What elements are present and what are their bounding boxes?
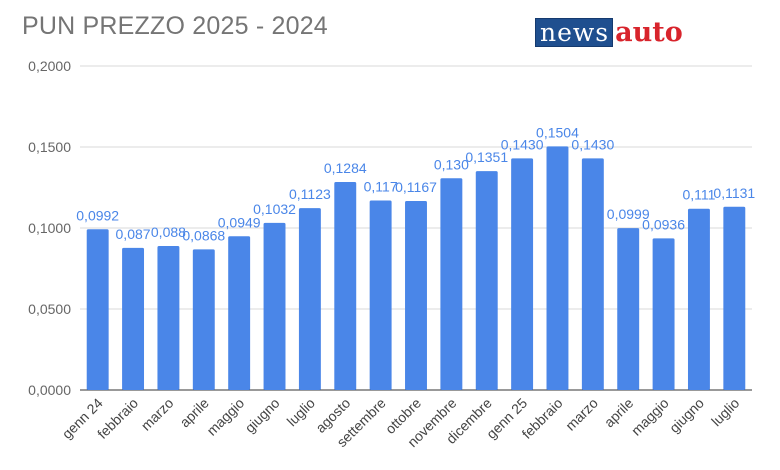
data-label: 0,1430 — [501, 136, 544, 152]
bar — [86, 229, 109, 390]
data-label: 0,111 — [682, 187, 715, 203]
data-label: 0,1351 — [465, 149, 508, 165]
y-tick-label: 0,2000 — [28, 58, 71, 74]
data-label: 0,088 — [151, 224, 186, 240]
y-tick-label: 0,1500 — [28, 139, 71, 155]
data-label: 0,1504 — [536, 124, 579, 140]
bar — [192, 249, 215, 390]
data-label: 0,1032 — [253, 201, 296, 217]
bars — [86, 146, 746, 390]
y-tick-label: 0,0000 — [28, 382, 71, 398]
bar — [581, 158, 604, 390]
data-label: 0,0936 — [642, 216, 685, 232]
data-label: 0,1430 — [571, 136, 614, 152]
x-tick-label: marzo — [562, 395, 601, 434]
bar — [687, 208, 710, 390]
x-tick-label: marzo — [138, 395, 177, 434]
x-tick-label: maggio — [203, 395, 247, 439]
x-tick-label: giugno — [666, 395, 707, 436]
data-label: 0,0992 — [76, 207, 119, 223]
bar — [157, 245, 180, 390]
bar — [298, 208, 321, 390]
y-tick-label: 0,0500 — [28, 301, 71, 317]
x-tick-label: giugno — [242, 395, 283, 436]
bar — [369, 200, 392, 390]
chart-title: PUN PREZZO 2025 - 2024 — [22, 12, 328, 40]
bar — [122, 247, 145, 390]
data-label: 0,1284 — [324, 160, 367, 176]
bar — [652, 238, 675, 390]
y-axis-ticks: 0,0000 0,0500 0,1000 0,1500 0,2000 — [28, 58, 71, 398]
bar — [334, 181, 357, 390]
bar — [511, 158, 534, 390]
x-tick-label: luglio — [708, 395, 743, 430]
data-label: 0,0999 — [607, 206, 650, 222]
logo-auto-text: auto — [615, 16, 683, 48]
bar — [405, 200, 427, 390]
bar — [617, 228, 640, 390]
bar — [723, 206, 746, 390]
bar — [440, 178, 463, 390]
data-label: 0,1131 — [713, 185, 755, 201]
data-label: 0,087 — [116, 226, 151, 242]
data-labels: 0,0992 0,087 0,0880,08680,09490,10320,1123… — [76, 124, 755, 243]
bar — [546, 146, 569, 390]
bar — [263, 222, 286, 390]
x-tick-label: maggio — [628, 395, 672, 439]
data-label: 0,0868 — [182, 227, 225, 243]
data-label: 0,117 — [364, 178, 398, 194]
data-label: 0,1167 — [395, 179, 437, 195]
data-label: 0,130 — [434, 156, 469, 172]
bar — [228, 236, 251, 390]
data-label: 0,1123 — [289, 186, 331, 202]
y-tick-label: 0,1000 — [28, 220, 71, 236]
bar — [475, 171, 498, 390]
logo-news-text: news — [535, 17, 614, 47]
newsauto-logo: news auto — [535, 17, 683, 47]
data-label: 0,0949 — [218, 214, 261, 230]
